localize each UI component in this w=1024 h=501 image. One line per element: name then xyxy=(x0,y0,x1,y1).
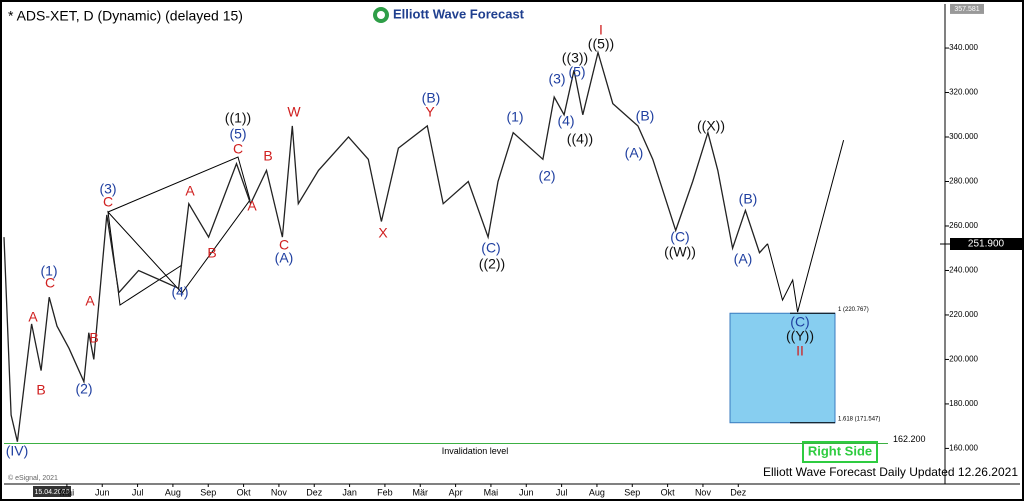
wave-label: ((W)) xyxy=(664,244,696,260)
wave-label: (1) xyxy=(506,109,523,125)
y-tick-label: 160.000 xyxy=(949,444,978,453)
wave-label: B xyxy=(263,148,272,164)
invalidation-label: 162.200 xyxy=(893,434,926,444)
x-tick-label: Nov xyxy=(271,487,288,497)
wave-label: B xyxy=(89,330,98,346)
wave-label: (4) xyxy=(557,113,574,129)
wave-label: ((Y)) xyxy=(786,328,814,344)
date-box xyxy=(33,486,71,497)
wave-label: C xyxy=(103,194,113,210)
copyright: © eSignal, 2021 xyxy=(8,474,58,482)
fib-label: 1 (220.767) xyxy=(838,307,869,313)
wave-label: (A) xyxy=(275,250,294,266)
wave-label: (3) xyxy=(548,71,565,87)
right-side-text: Right Side xyxy=(808,443,872,458)
y-tick-label: 340.000 xyxy=(949,43,978,52)
wave-label: (5) xyxy=(229,126,246,142)
y-tick-label: 320.000 xyxy=(949,88,978,97)
wave-label: ((5)) xyxy=(588,36,614,52)
y-tick-label: 220.000 xyxy=(949,310,978,319)
wave-label: ((X)) xyxy=(697,118,725,134)
wave-label: Y xyxy=(425,104,435,120)
y-tick-label: 240.000 xyxy=(949,266,978,275)
wave-label: (C) xyxy=(481,240,500,256)
wave-label: (IV) xyxy=(6,443,29,459)
x-tick-label: Dez xyxy=(306,487,323,497)
x-tick-label: Feb xyxy=(377,487,393,497)
wave-label: C xyxy=(45,275,55,291)
invalidation-text: Invalidation level xyxy=(442,446,509,456)
last-price-label: 251.900 xyxy=(968,239,1005,250)
x-tick-label: Apr xyxy=(449,487,463,497)
x-tick-label: Okt xyxy=(237,487,252,497)
wave-label: B xyxy=(36,382,45,398)
wave-label: I xyxy=(599,22,603,38)
x-tick-label: Jul xyxy=(132,487,144,497)
x-tick-label: Mai xyxy=(60,487,75,497)
wave-label: II xyxy=(796,343,804,359)
x-tick-label: Mär xyxy=(413,487,429,497)
channel-lines xyxy=(107,156,251,306)
right-side-badge xyxy=(802,441,878,463)
wave-label: (B) xyxy=(636,108,655,124)
x-tick-label: Mai xyxy=(484,487,499,497)
last-price-box xyxy=(950,237,1022,250)
wave-label: (A) xyxy=(734,251,753,267)
fib-label: 1.618 (171.547) xyxy=(838,416,880,422)
x-tick-label: Aug xyxy=(589,487,605,497)
wave-label: (A) xyxy=(625,145,644,161)
wave-label: (C) xyxy=(790,314,809,330)
wave-label: (2) xyxy=(75,381,92,397)
wave-label: (B) xyxy=(422,90,441,106)
wave-label: (4) xyxy=(171,284,188,300)
price-line xyxy=(767,139,845,313)
wave-label: ((3)) xyxy=(562,50,588,66)
wave-label: ((4)) xyxy=(567,131,593,147)
wave-label: A xyxy=(85,293,95,309)
y-tick-label: 300.000 xyxy=(949,132,978,141)
wave-label: A xyxy=(28,309,38,325)
logo-icon-inner xyxy=(377,11,385,19)
x-tick-label: Jun xyxy=(519,487,534,497)
wave-label: X xyxy=(378,225,388,241)
wave-label: (1) xyxy=(40,263,57,279)
y-tick-label: 180.000 xyxy=(949,399,978,408)
fib-box xyxy=(729,312,836,424)
y-tick-label: 280.000 xyxy=(949,177,978,186)
wave-label: (2) xyxy=(538,168,555,184)
x-tick-label: Nov xyxy=(695,487,712,497)
y-tick-label: 260.000 xyxy=(949,221,978,230)
wave-label: ((1)) xyxy=(225,110,251,126)
x-tick-label: Jun xyxy=(95,487,110,497)
high-box xyxy=(950,3,984,14)
wave-label: (3) xyxy=(99,181,116,197)
y-tick-label: 200.000 xyxy=(949,355,978,364)
chart-title: * ADS-XET, D (Dynamic) (delayed 15) xyxy=(8,8,243,24)
wave-label: W xyxy=(287,104,301,120)
wave-label: (C) xyxy=(670,229,689,245)
wave-label: (5) xyxy=(568,64,585,80)
x-tick-label: Okt xyxy=(661,487,676,497)
wave-label: A xyxy=(185,183,195,199)
wave-label: (B) xyxy=(739,191,758,207)
x-tick-label: Sep xyxy=(200,487,216,497)
x-tick-label: Jan xyxy=(342,487,357,497)
wave-label: C xyxy=(233,141,243,157)
wave-label: C xyxy=(279,237,289,253)
x-tick-label: Aug xyxy=(165,487,181,497)
x-tick-label: Sep xyxy=(624,487,640,497)
wave-label: ((2)) xyxy=(479,256,505,272)
wave-label: A xyxy=(247,198,257,214)
high-label: 357.581 xyxy=(954,6,979,13)
wave-label: B xyxy=(207,245,216,261)
logo-text: Elliott Wave Forecast xyxy=(393,6,525,21)
x-tick-label: Dez xyxy=(730,487,747,497)
start-date: 15.04.2020 xyxy=(34,489,69,496)
x-tick-label: Jul xyxy=(556,487,568,497)
footer-text: Elliott Wave Forecast Daily Updated 12.2… xyxy=(763,465,1018,479)
price-line xyxy=(3,49,769,442)
